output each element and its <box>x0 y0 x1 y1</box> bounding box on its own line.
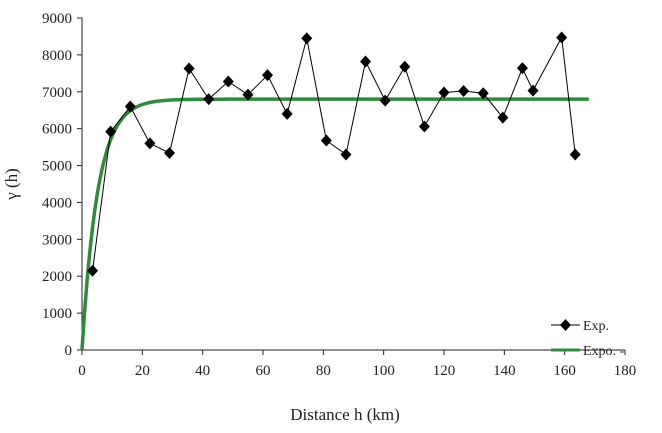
x-tick-label: 160 <box>553 363 576 379</box>
x-tick-label: 100 <box>372 363 395 379</box>
x-tick-label: 60 <box>256 363 271 379</box>
y-tick-label: 7000 <box>42 85 72 101</box>
exp-point <box>556 31 568 44</box>
exp-point <box>399 60 411 73</box>
exp-point <box>87 264 99 277</box>
exp-point <box>124 100 136 113</box>
y-tick-label: 2000 <box>42 269 72 285</box>
y-tick-label: 0 <box>65 343 73 359</box>
exp-point <box>320 134 332 147</box>
y-tick-label: 8000 <box>42 48 72 64</box>
exp-point <box>242 88 254 101</box>
exp-point <box>379 94 391 107</box>
plot-area <box>80 31 589 351</box>
y-tick-label: 3000 <box>42 232 72 248</box>
exp-point <box>340 148 352 161</box>
exp-point <box>569 148 581 161</box>
legend-item-exp: Exp. <box>551 319 609 334</box>
x-tick-label: 80 <box>316 363 331 379</box>
x-tick-label: 180 <box>614 363 637 379</box>
x-tick-label: 0 <box>78 363 86 379</box>
legend-item-expo: Expo. - <box>551 344 625 359</box>
x-tick-label: 20 <box>135 363 150 379</box>
exp-point <box>477 87 489 100</box>
series-expo-line <box>80 97 589 351</box>
legend-exp-label: Exp. <box>583 319 609 334</box>
legend-exp-marker <box>560 319 571 331</box>
exp-point <box>144 137 156 150</box>
exp-point <box>281 107 293 120</box>
legend-expo-label: Expo. - <box>583 344 625 359</box>
x-tick-label: 120 <box>433 363 456 379</box>
exp-point <box>516 62 528 75</box>
y-tick-label: 1000 <box>42 306 72 322</box>
y-axis: 0 1000 2000 3000 4000 5000 6000 7000 8000 9000 <box>42 11 83 359</box>
legend: Exp. Expo. - <box>551 319 625 359</box>
exp-point <box>105 125 117 138</box>
y-tick-label: 9000 <box>42 11 72 27</box>
exp-point <box>497 111 509 124</box>
y-ticks: 0 1000 2000 3000 4000 5000 6000 7000 8000 9000 <box>42 11 82 359</box>
exp-point <box>222 75 234 88</box>
exp-point <box>360 55 372 68</box>
exp-point <box>301 32 313 45</box>
exp-point <box>163 147 175 160</box>
series-exp-line <box>92 35 576 271</box>
exp-point <box>203 93 215 106</box>
exp-point <box>262 69 274 82</box>
x-ticks: 0 20 40 60 80 100 120 140 160 180 <box>78 350 636 379</box>
exp-point <box>527 84 539 97</box>
exp-point <box>183 62 195 75</box>
exp-point <box>418 120 430 133</box>
x-tick-label: 140 <box>493 363 516 379</box>
y-tick-label: 4000 <box>42 195 72 211</box>
y-axis-title: γ (h) <box>2 168 21 201</box>
exp-point <box>438 86 450 99</box>
exp-point <box>458 85 470 98</box>
x-tick-label: 40 <box>195 363 210 379</box>
y-tick-label: 5000 <box>42 159 72 175</box>
x-axis: 0 20 40 60 80 100 120 140 160 180 <box>78 349 636 379</box>
y-tick-label: 6000 <box>42 122 72 138</box>
x-axis-title: Distance h (km) <box>290 405 400 424</box>
